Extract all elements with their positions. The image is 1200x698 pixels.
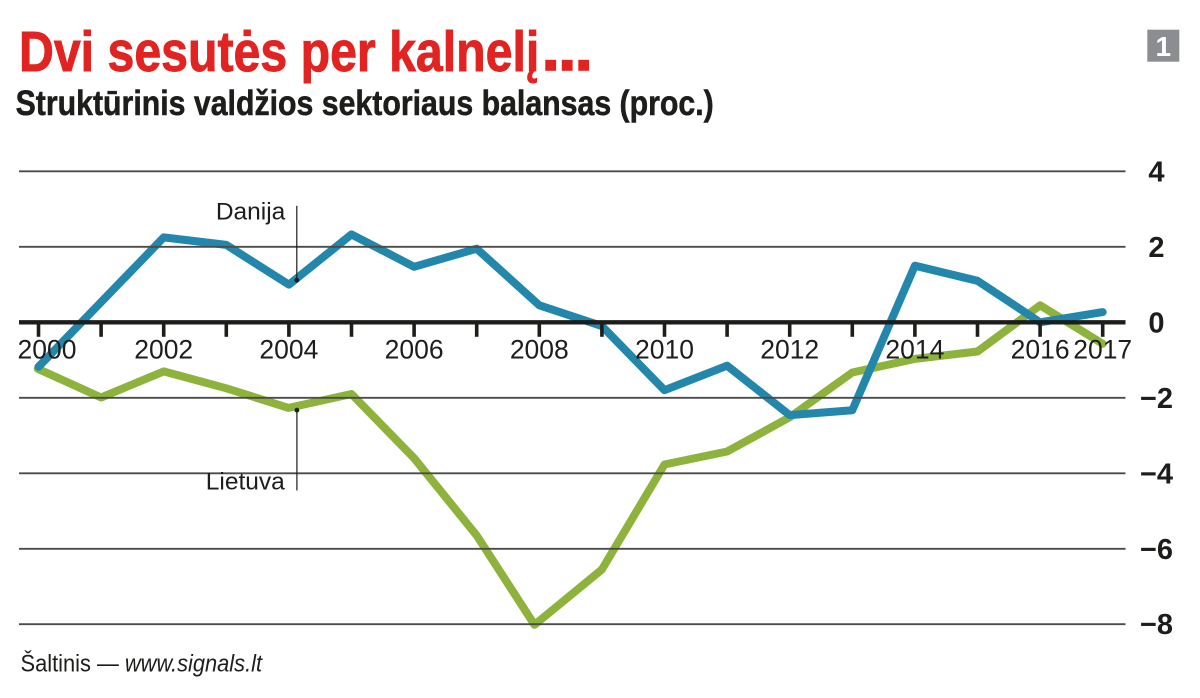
svg-text:2002: 2002 (134, 335, 193, 365)
svg-text:2006: 2006 (385, 335, 444, 365)
svg-text:2008: 2008 (510, 335, 569, 365)
svg-text:2000: 2000 (18, 335, 77, 365)
svg-text:2017: 2017 (1073, 335, 1132, 365)
svg-text:2: 2 (1148, 232, 1164, 264)
svg-text:2016: 2016 (1011, 335, 1070, 365)
svg-text:0: 0 (1148, 307, 1164, 339)
svg-text:Dvi sesutės per kalnelį: Dvi sesutės per kalnelį (19, 20, 539, 84)
svg-text:Lietuva: Lietuva (206, 469, 285, 496)
svg-text:2004: 2004 (259, 335, 318, 365)
svg-text:2012: 2012 (760, 335, 819, 365)
svg-text:−8: −8 (1140, 609, 1173, 641)
svg-text:−6: −6 (1140, 534, 1173, 566)
svg-text:Struktūrinis valdžios sektoria: Struktūrinis valdžios sektoriaus balansa… (16, 83, 714, 123)
svg-text:−4: −4 (1140, 458, 1173, 490)
svg-text:4: 4 (1148, 156, 1164, 188)
svg-text:−2: −2 (1140, 383, 1173, 415)
svg-text:2010: 2010 (635, 335, 694, 365)
svg-text:Šaltinis — www.signals.lt: Šaltinis — www.signals.lt (21, 648, 264, 676)
svg-text:2014: 2014 (885, 335, 944, 365)
svg-text:Danija: Danija (216, 199, 286, 226)
svg-text:1: 1 (1156, 31, 1172, 62)
